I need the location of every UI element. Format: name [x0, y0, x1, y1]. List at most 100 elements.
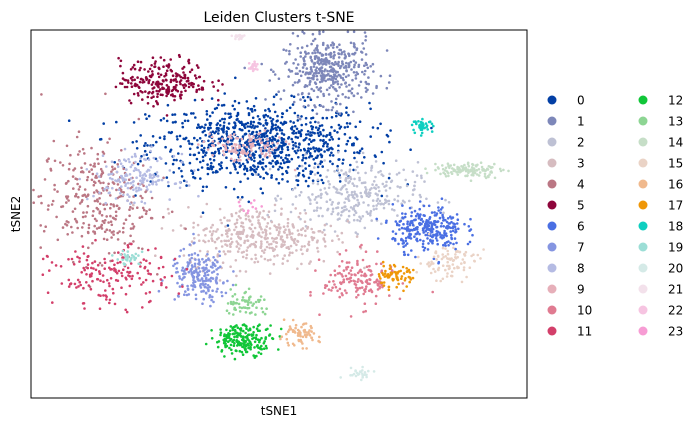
- data-point: [453, 225, 457, 229]
- data-point: [348, 280, 351, 284]
- data-point: [110, 170, 113, 173]
- data-point: [350, 273, 353, 277]
- data-point: [157, 289, 161, 293]
- data-point: [393, 209, 396, 212]
- data-point: [296, 179, 300, 182]
- data-point: [259, 352, 263, 356]
- data-point: [367, 289, 371, 293]
- data-point: [184, 290, 187, 293]
- data-point: [491, 166, 494, 169]
- data-point: [170, 274, 174, 278]
- data-point: [150, 83, 154, 86]
- data-point: [103, 219, 107, 222]
- data-point: [268, 154, 272, 158]
- data-point: [202, 239, 205, 243]
- cluster-1-points: [243, 30, 392, 124]
- data-point: [152, 95, 155, 98]
- data-point: [276, 139, 280, 142]
- data-point: [157, 266, 161, 270]
- data-point: [270, 119, 273, 123]
- data-point: [225, 132, 228, 135]
- data-point: [453, 266, 456, 270]
- data-point: [424, 229, 428, 233]
- data-point: [236, 250, 240, 253]
- data-point: [272, 262, 276, 266]
- data-point: [301, 70, 305, 74]
- data-point: [305, 52, 308, 56]
- data-point: [274, 146, 278, 150]
- data-point: [151, 135, 155, 138]
- cluster-11-points: [41, 238, 189, 314]
- data-point: [404, 212, 407, 216]
- data-point: [199, 177, 202, 180]
- data-point: [356, 288, 359, 292]
- data-point: [382, 281, 386, 284]
- data-point: [193, 98, 197, 102]
- data-point: [71, 175, 75, 178]
- data-point: [470, 173, 474, 177]
- data-point: [172, 154, 176, 158]
- data-point: [451, 167, 454, 170]
- data-point: [135, 147, 139, 150]
- data-point: [400, 275, 404, 278]
- data-point: [341, 93, 345, 96]
- data-point: [344, 274, 348, 278]
- data-point: [245, 343, 248, 347]
- data-point: [173, 257, 177, 261]
- data-point: [425, 124, 429, 127]
- data-point: [174, 182, 178, 185]
- data-point: [386, 135, 390, 138]
- data-point: [103, 257, 106, 261]
- data-point: [266, 327, 269, 331]
- data-point: [259, 161, 263, 165]
- data-point: [165, 176, 169, 179]
- data-point: [199, 215, 203, 218]
- data-point: [246, 303, 250, 307]
- data-point: [259, 147, 263, 150]
- data-point: [98, 202, 102, 206]
- data-point: [102, 280, 105, 284]
- data-point: [384, 189, 388, 192]
- data-point: [275, 241, 279, 244]
- data-point: [201, 98, 204, 101]
- data-point: [196, 146, 199, 149]
- data-point: [253, 226, 257, 230]
- data-point: [223, 117, 226, 121]
- data-point: [375, 262, 378, 266]
- cluster-5-points: [114, 53, 224, 117]
- data-point: [355, 235, 359, 238]
- data-point: [164, 72, 168, 75]
- data-point: [227, 239, 230, 242]
- data-point: [369, 211, 372, 215]
- data-point: [108, 191, 111, 194]
- legend-marker: [547, 179, 557, 189]
- data-point: [419, 126, 423, 130]
- data-point: [418, 200, 422, 203]
- data-point: [439, 208, 443, 211]
- data-point: [238, 349, 242, 353]
- data-point: [241, 255, 245, 259]
- data-point: [327, 288, 331, 291]
- data-point: [102, 294, 105, 297]
- data-point: [369, 274, 373, 277]
- data-point: [369, 65, 373, 68]
- data-point: [254, 257, 258, 260]
- data-point: [354, 369, 357, 373]
- data-point: [210, 234, 214, 237]
- data-point: [138, 68, 141, 72]
- data-point: [149, 174, 153, 177]
- data-point: [264, 228, 267, 232]
- data-point: [253, 199, 256, 202]
- data-point: [265, 134, 269, 138]
- data-point: [78, 177, 81, 181]
- data-point: [430, 211, 434, 214]
- data-point: [132, 169, 136, 173]
- data-point: [432, 233, 435, 237]
- data-point: [325, 108, 328, 112]
- data-point: [444, 268, 447, 272]
- data-point: [274, 197, 277, 200]
- data-point: [197, 123, 200, 126]
- data-point: [318, 51, 322, 55]
- data-point: [372, 70, 375, 73]
- data-point: [328, 65, 332, 69]
